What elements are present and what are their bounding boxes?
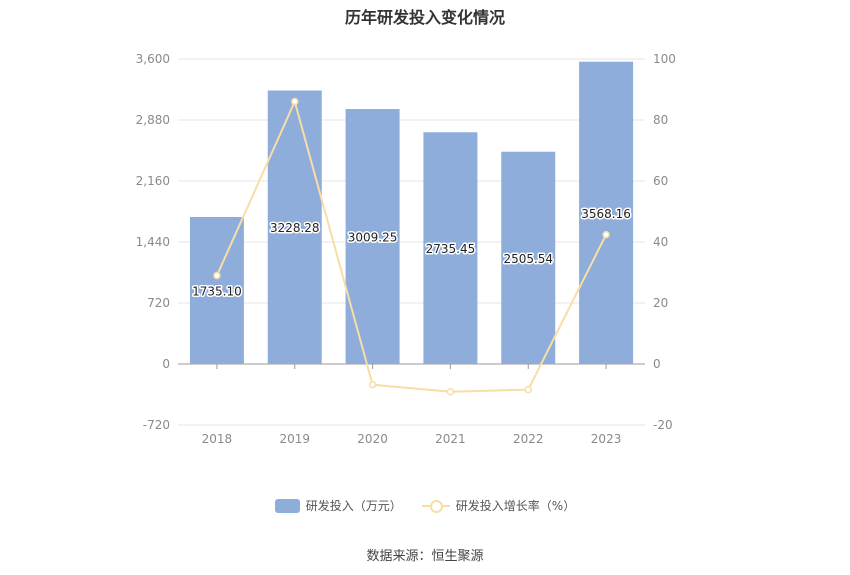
bar-data-label: 2505.54 [503,252,553,266]
x-tick-label: 2023 [591,432,622,446]
line-point [446,388,455,396]
y-right-tick-label: 0 [653,357,661,371]
x-tick-label: 2020 [357,432,388,446]
bar-data-label: 3228.28 [270,221,320,235]
legend-line-swatch [421,499,450,513]
y-left-tick-label: 1,440 [136,235,170,249]
y-left-tick-label: 0 [162,357,170,371]
line-point [602,230,610,239]
legend: 研发投入（万元） 研发投入增长率（%） [0,497,850,514]
y-right-tick-label: 80 [653,113,668,127]
bar-data-label: 3009.25 [348,231,398,245]
y-left-tick-label: -720 [143,418,170,432]
legend-line-label: 研发投入增长率（%） [455,499,576,513]
bar [189,216,244,364]
line-point [291,97,299,106]
bar-data-label: 1735.10 [192,284,242,298]
chart-title: 历年研发投入变化情况 [344,8,505,27]
bar [579,61,634,364]
y-right-tick-label: 40 [653,235,668,249]
bar [267,90,322,364]
x-tick-label: 2018 [202,432,233,446]
y-right-tick-label: 20 [653,296,668,310]
growth-line [216,98,607,393]
x-tick-label: 2019 [279,432,310,446]
legend-bar-label: 研发投入（万元） [305,499,402,513]
bar-data-label: 3568.16 [581,207,631,221]
source-note: 数据来源：恒生聚源 [366,549,484,564]
y-left-tick-label: 3,600 [136,52,170,66]
bar [501,151,556,364]
x-tick-label: 2022 [513,432,544,446]
legend-item-line[interactable]: 研发投入增长率（%） [421,497,576,514]
x-tick-label: 2021 [435,432,466,446]
y-left-tick-label: 2,880 [136,113,170,127]
y-right-tick-label: 60 [653,174,668,188]
y-left-tick-label: 2,160 [136,174,170,188]
y-right-tick-label: 100 [653,52,676,66]
legend-item-bar[interactable]: 研发投入（万元） [274,497,402,514]
y-right-tick-label: -20 [653,418,673,432]
y-left-tick-label: 720 [147,296,170,310]
legend-bar-swatch [274,498,300,513]
line-point [524,385,532,394]
line-point [213,271,221,280]
bar-data-label: 2735.45 [426,242,476,256]
bar [423,132,478,364]
line-point [368,380,377,389]
